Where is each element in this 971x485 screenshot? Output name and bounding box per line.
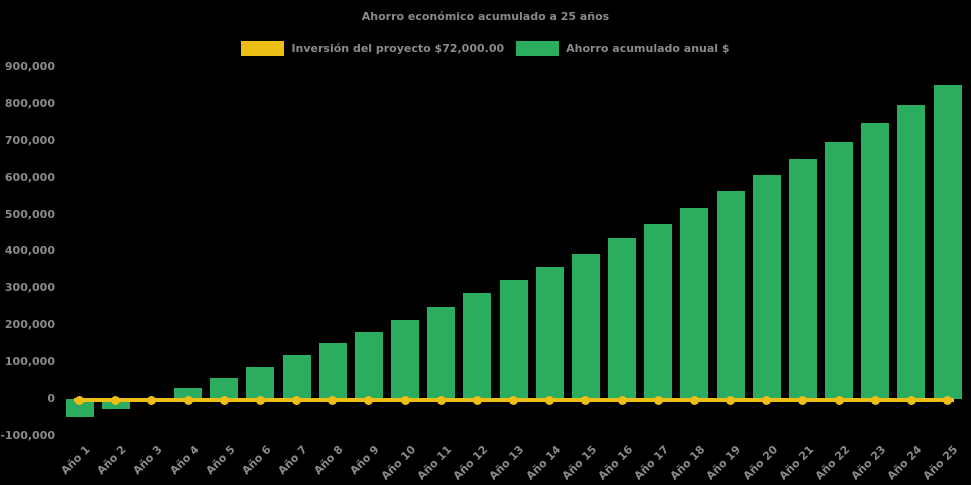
bar-year-12	[463, 293, 492, 399]
x-tick-label: Año 23	[848, 443, 889, 483]
x-tick-label: Año 16	[595, 443, 636, 483]
bar-year-20	[752, 175, 781, 399]
investment-line-marker	[545, 395, 555, 405]
y-tick-label: 500,000	[4, 207, 55, 221]
y-tick-label: 600,000	[4, 170, 55, 184]
investment-line-marker	[147, 395, 157, 405]
investment-line-marker	[870, 395, 880, 405]
investment-line-marker	[75, 395, 84, 405]
bar-year-13	[499, 280, 528, 399]
x-tick-label: Año 13	[487, 443, 527, 483]
y-tick-label: 300,000	[4, 281, 55, 295]
y-tick-label: 400,000	[4, 244, 55, 258]
investment-line-marker	[255, 395, 265, 405]
legend-item-savings: Ahorro acumulado anual $	[516, 41, 730, 56]
bar-year-4	[174, 387, 202, 399]
bar-year-6	[246, 366, 275, 399]
x-tick-label: Año 11	[414, 443, 455, 483]
x-tick-label: Año 22	[812, 443, 853, 483]
bar-year-14	[535, 266, 564, 399]
y-tick-label: 700,000	[4, 133, 55, 147]
bar-year-1	[65, 399, 94, 418]
investment-line-marker	[183, 395, 193, 405]
x-tick-label: Año 3	[130, 443, 166, 478]
y-tick-label: 900,000	[4, 59, 55, 73]
investment-line-marker	[653, 395, 663, 405]
bar-year-19	[716, 191, 745, 399]
investment-line-marker	[111, 395, 121, 405]
x-tick-label: Año 10	[378, 443, 419, 483]
bar-year-5	[210, 378, 239, 399]
bar-year-11	[427, 306, 456, 399]
investment-line-marker	[762, 395, 772, 405]
x-tick-label: Año 8	[311, 443, 346, 478]
bar-year-22	[825, 142, 853, 399]
bar-year-21	[788, 159, 817, 399]
investment-line-marker	[798, 395, 808, 405]
investment-line-marker	[292, 395, 301, 405]
x-tick-label: Año 1	[58, 443, 93, 478]
x-tick-label: Año 7	[275, 443, 310, 478]
chart-legend: Inversión del proyecto $72,000.00 Ahorro…	[0, 41, 971, 56]
investment-line-marker	[834, 395, 844, 405]
x-tick-label: Año 15	[559, 443, 600, 483]
investment-line-marker	[219, 395, 229, 405]
y-tick-label: 0	[47, 392, 55, 405]
investment-line-marker	[328, 395, 338, 405]
investment-line-marker	[364, 395, 374, 405]
investment-line-marker	[617, 395, 627, 405]
x-tick-label: Año 17	[631, 443, 672, 483]
y-tick-label: 800,000	[4, 96, 55, 110]
x-tick-label: Año 24	[884, 443, 925, 483]
x-tick-label: Año 25	[921, 443, 961, 483]
investment-legend-swatch	[241, 41, 285, 56]
investment-line-marker	[509, 395, 518, 405]
x-tick-label: Año 19	[704, 443, 744, 483]
investment-line-marker	[581, 395, 591, 405]
x-tick-label: Año 6	[239, 443, 274, 478]
bar-year-16	[608, 238, 636, 399]
bar-year-10	[391, 319, 419, 399]
x-tick-label: Año 18	[667, 443, 708, 483]
y-tick-label: 100,000	[4, 355, 55, 369]
y-tick-label: 200,000	[4, 318, 55, 332]
legend-item-investment: Inversión del proyecto $72,000.00	[241, 41, 504, 56]
bar-year-24	[897, 104, 926, 399]
x-tick-label: Año 12	[450, 443, 491, 483]
bar-year-18	[680, 207, 709, 399]
savings-legend-label: Ahorro acumulado anual $	[566, 42, 730, 55]
investment-line-marker	[400, 395, 410, 405]
investment-line-marker	[906, 395, 916, 405]
investment-line-marker	[943, 395, 952, 405]
chart-title: Ahorro económico acumulado a 25 años	[361, 10, 610, 23]
investment-line-marker	[726, 395, 735, 405]
x-tick-label: Año 4	[167, 443, 202, 478]
investment-legend-label: Inversión del proyecto $72,000.00	[291, 42, 505, 55]
bar-year-9	[354, 331, 383, 399]
x-tick-label: Año 14	[523, 443, 563, 483]
bar-year-23	[861, 123, 890, 399]
y-tick-label: -100,000	[0, 428, 55, 442]
x-tick-label: Año 5	[203, 443, 238, 478]
bar-year-17	[644, 224, 673, 399]
x-tick-label: Año 21	[776, 443, 817, 483]
savings-legend-swatch	[516, 41, 560, 56]
bar-year-7	[282, 355, 311, 399]
investment-line-marker	[472, 395, 482, 405]
investment-line-marker	[436, 395, 446, 405]
x-tick-label: Año 20	[740, 443, 780, 483]
bar-year-15	[571, 253, 600, 399]
bar-year-25	[933, 85, 962, 399]
bar-year-8	[318, 342, 347, 399]
investment-line-marker	[689, 395, 699, 405]
x-tick-label: Año 2	[94, 443, 129, 478]
